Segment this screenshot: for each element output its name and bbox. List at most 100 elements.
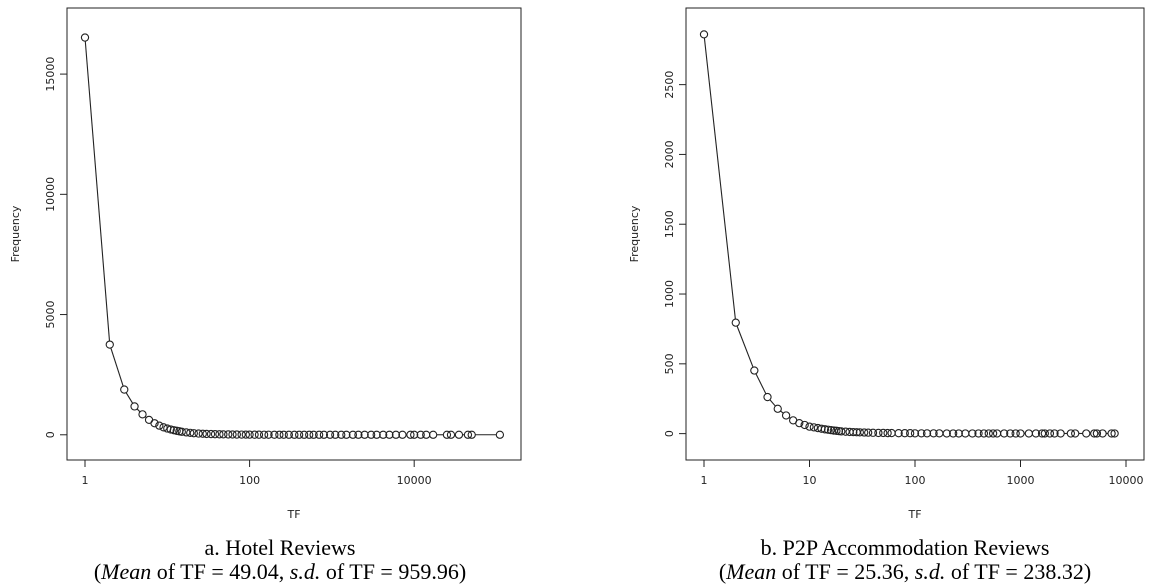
data-point xyxy=(968,429,977,438)
data-point xyxy=(1071,429,1080,438)
data-point xyxy=(290,430,299,439)
series-line-segment xyxy=(780,410,784,414)
data-point xyxy=(319,430,329,439)
x-tick-label: 1 xyxy=(701,474,708,487)
series-line-segment xyxy=(125,392,134,404)
data-point xyxy=(495,430,505,439)
data-point xyxy=(284,430,294,439)
series-line-segment xyxy=(755,373,767,395)
data-point xyxy=(795,419,804,428)
data-point xyxy=(979,429,989,438)
data-point xyxy=(228,430,237,439)
data-point xyxy=(1006,429,1015,438)
y-tick-label: 10000 xyxy=(44,177,57,212)
data-point xyxy=(245,430,254,439)
data-point xyxy=(988,429,998,438)
data-point xyxy=(1050,429,1059,438)
caption-title: b. P2P Accommodation Reviews xyxy=(760,535,1050,560)
plot-frame xyxy=(685,7,1145,461)
data-point xyxy=(206,429,216,439)
data-point xyxy=(416,430,425,439)
data-point xyxy=(763,392,772,402)
data-point xyxy=(917,429,926,438)
data-point xyxy=(1092,429,1102,438)
data-point xyxy=(159,423,168,432)
data-point xyxy=(781,411,791,420)
caption-p2p-reviews: b. P2P Accommodation Reviews (Mean of TF… xyxy=(645,536,1160,584)
plot-frame xyxy=(66,7,522,461)
data-point xyxy=(360,430,369,439)
data-point xyxy=(860,428,869,437)
data-point xyxy=(454,430,464,439)
data-point xyxy=(849,427,858,437)
data-point xyxy=(900,429,909,438)
data-point xyxy=(1090,429,1099,438)
x-tick-label: 100 xyxy=(905,474,926,487)
data-point xyxy=(150,419,159,428)
caption-hotel-reviews: a. Hotel Reviews (Mean of TF = 49.04, s.… xyxy=(20,536,540,584)
y-tick-label: 500 xyxy=(663,353,676,374)
data-point xyxy=(1031,429,1041,438)
data-point xyxy=(809,423,819,432)
data-point xyxy=(894,429,903,438)
data-point xyxy=(270,430,279,439)
series-line-segment xyxy=(769,399,776,407)
data-point xyxy=(202,429,211,439)
data-point xyxy=(177,427,186,436)
x-tick-label: 100 xyxy=(239,474,260,487)
series-line-segment xyxy=(136,408,141,413)
data-point xyxy=(422,430,431,439)
data-point xyxy=(805,422,814,431)
data-point xyxy=(929,429,938,438)
data-point xyxy=(189,429,198,438)
data-point xyxy=(232,430,241,439)
data-point xyxy=(259,430,269,439)
data-point xyxy=(379,430,388,439)
data-point xyxy=(879,428,888,438)
data-point xyxy=(367,430,376,439)
caption-title: a. Hotel Reviews xyxy=(204,535,356,560)
data-point xyxy=(837,427,846,436)
caption-stats: (Mean of TF = 25.36, s.d. of TF = 238.32… xyxy=(718,559,1092,584)
data-point xyxy=(385,430,394,439)
y-tick-label: 0 xyxy=(663,430,676,437)
data-point xyxy=(337,430,346,439)
data-point xyxy=(463,430,473,439)
data-point xyxy=(1040,429,1049,438)
data-point xyxy=(391,430,401,439)
data-point xyxy=(138,410,147,419)
data-point xyxy=(210,430,220,439)
data-point xyxy=(954,429,963,438)
data-point xyxy=(1066,429,1075,438)
data-point xyxy=(1082,429,1091,438)
data-point xyxy=(922,429,932,438)
x-axis-label: TF xyxy=(907,508,921,521)
y-tick-label: 2500 xyxy=(663,71,676,99)
x-tick-label: 1000 xyxy=(1007,474,1035,487)
data-point xyxy=(194,429,203,438)
data-point xyxy=(331,430,340,439)
y-tick-label: 1500 xyxy=(663,210,676,238)
series-line-segment xyxy=(703,37,736,320)
data-point xyxy=(467,430,476,439)
data-point xyxy=(1107,429,1116,438)
data-point xyxy=(325,430,335,439)
data-point xyxy=(1098,429,1107,438)
data-point xyxy=(429,430,438,439)
data-point xyxy=(309,430,318,439)
data-point xyxy=(348,430,358,439)
series-line-segment xyxy=(110,347,124,387)
data-point xyxy=(224,430,233,439)
data-point xyxy=(1037,429,1047,438)
data-point xyxy=(874,428,883,438)
data-point xyxy=(305,430,314,439)
data-point xyxy=(1011,429,1020,438)
data-point xyxy=(186,428,195,438)
data-point xyxy=(1024,429,1034,438)
data-point xyxy=(264,430,273,439)
data-point xyxy=(354,430,363,439)
chart-hotel-reviews: 1 100 10000 0 5000 10000 15000 TF Frequency xyxy=(9,7,522,521)
data-point xyxy=(1016,429,1025,438)
data-point xyxy=(1000,429,1009,438)
